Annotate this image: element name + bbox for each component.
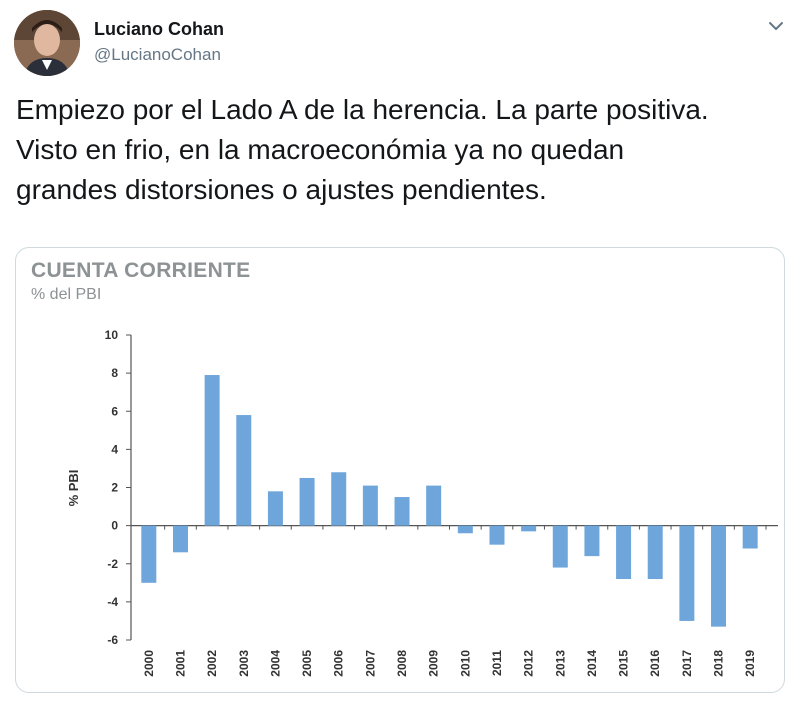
- bar-2000: [141, 525, 157, 583]
- display-name[interactable]: Luciano Cohan: [94, 19, 224, 39]
- bar-2019: [742, 525, 758, 549]
- x-tick-label-2018: 2018: [712, 650, 726, 677]
- bar-2007: [362, 485, 378, 526]
- bar-2005: [299, 477, 315, 526]
- x-tick-label-2003: 2003: [237, 650, 251, 677]
- y-axis-title: % PBI: [66, 470, 81, 507]
- bar-2008: [394, 497, 410, 526]
- avatar[interactable]: [14, 10, 80, 76]
- chevron-down-icon[interactable]: [766, 16, 786, 36]
- tweet-text: Empiezo por el Lado A de la herencia. La…: [16, 94, 709, 205]
- x-tick-label-2004: 2004: [268, 650, 282, 677]
- y-tick-label: -2: [107, 557, 118, 571]
- y-tick-label: -4: [107, 595, 118, 609]
- x-tick-label-2009: 2009: [427, 650, 441, 677]
- x-tick-label-2001: 2001: [173, 650, 187, 677]
- chart-subtitle: % del PBI: [31, 286, 102, 303]
- bar-2016: [647, 525, 663, 579]
- bar-2014: [584, 525, 600, 557]
- x-tick-label-2019: 2019: [743, 650, 757, 677]
- bar-chart: 10 8 6 4 2 0 -2 -4 -6 % PBI 2000 2001 2002 2003 2004 20…: [66, 328, 778, 677]
- y-tick-label: 8: [111, 366, 118, 380]
- x-tick-label-2005: 2005: [300, 650, 314, 677]
- bar-2013: [552, 525, 568, 568]
- bar-2002: [204, 375, 220, 526]
- x-tick-label-2017: 2017: [680, 650, 694, 677]
- y-tick-label: 0: [111, 519, 118, 533]
- x-tick-label-2011: 2011: [490, 650, 504, 676]
- x-tick-label-2015: 2015: [617, 650, 631, 677]
- x-tick-label-2010: 2010: [458, 650, 472, 677]
- bar-2011: [489, 525, 505, 545]
- bar-2006: [331, 472, 347, 526]
- x-tick-label-2012: 2012: [522, 650, 536, 677]
- bar-2004: [267, 491, 283, 526]
- x-tick-label-2007: 2007: [363, 650, 377, 677]
- x-tick-label-2013: 2013: [553, 650, 567, 677]
- y-tick-label: 2: [111, 481, 118, 495]
- y-tick-label: -6: [107, 633, 118, 647]
- chart-title: CUENTA CORRIENTE: [31, 259, 251, 282]
- x-tick-label-2002: 2002: [205, 650, 219, 677]
- bar-2001: [172, 525, 188, 553]
- x-tick-label-2000: 2000: [142, 650, 156, 677]
- avatar-photo: [14, 10, 80, 76]
- bar-2003: [236, 415, 252, 526]
- bar-2015: [616, 525, 632, 579]
- bar-2017: [679, 525, 695, 621]
- y-tick-label: 10: [105, 328, 119, 342]
- x-tick-label-2006: 2006: [332, 650, 346, 677]
- bar-2009: [426, 485, 442, 526]
- bar-2010: [457, 525, 473, 534]
- y-tick-label: 4: [111, 442, 118, 456]
- user-handle[interactable]: @LucianoCohan: [94, 45, 221, 64]
- x-tick-label-2014: 2014: [585, 650, 599, 677]
- y-tick-label: 6: [111, 404, 118, 418]
- bar-2018: [711, 525, 727, 627]
- x-tick-label-2016: 2016: [648, 650, 662, 677]
- x-tick-label-2008: 2008: [395, 650, 409, 677]
- bar-2012: [521, 525, 537, 532]
- chart-image-card[interactable]: CUENTA CORRIENTE % del PBI 10 8 6 4 2 0 -2 -4 -6…: [15, 247, 785, 693]
